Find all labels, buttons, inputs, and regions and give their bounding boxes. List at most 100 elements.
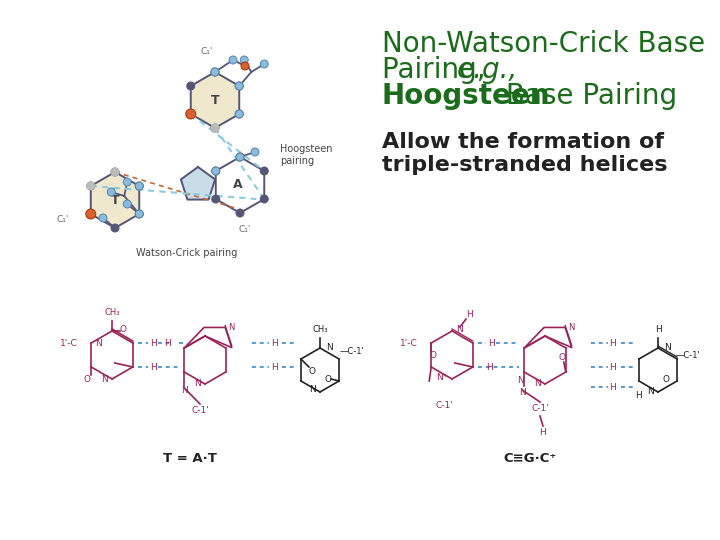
Circle shape: [86, 210, 95, 218]
Text: T: T: [211, 93, 220, 106]
Circle shape: [123, 200, 131, 208]
Text: H: H: [609, 339, 616, 348]
Circle shape: [135, 182, 143, 190]
Text: Allow the formation of: Allow the formation of: [382, 132, 664, 152]
Text: N: N: [181, 386, 188, 395]
Circle shape: [111, 224, 119, 232]
Text: Base Pairing: Base Pairing: [497, 82, 677, 110]
Text: Hoogsteen: Hoogsteen: [382, 82, 551, 110]
Text: H: H: [636, 391, 642, 400]
Circle shape: [235, 82, 243, 90]
Circle shape: [211, 68, 219, 76]
Polygon shape: [191, 72, 239, 128]
Circle shape: [236, 209, 244, 217]
Text: Non-Watson-Crick Base: Non-Watson-Crick Base: [382, 30, 705, 58]
Text: H: H: [466, 310, 473, 319]
Circle shape: [212, 195, 220, 203]
Text: N: N: [102, 375, 108, 383]
Circle shape: [135, 210, 143, 218]
Circle shape: [86, 182, 95, 190]
Text: —C-1': —C-1': [676, 352, 701, 361]
Polygon shape: [181, 167, 215, 200]
Text: T: T: [111, 193, 120, 206]
Circle shape: [135, 182, 143, 190]
Polygon shape: [91, 172, 139, 228]
Circle shape: [241, 62, 249, 70]
Circle shape: [123, 178, 131, 186]
Circle shape: [235, 110, 243, 118]
Circle shape: [99, 214, 107, 222]
Text: H: H: [150, 339, 157, 348]
Text: N: N: [647, 388, 654, 396]
Text: O: O: [84, 375, 91, 384]
Text: O: O: [558, 353, 565, 362]
Text: Hoogsteen
pairing: Hoogsteen pairing: [280, 144, 333, 166]
Text: H: H: [271, 339, 277, 348]
Circle shape: [212, 167, 220, 175]
Text: N: N: [194, 380, 201, 388]
Text: C-1': C-1': [435, 401, 453, 410]
Circle shape: [260, 60, 269, 68]
Circle shape: [236, 153, 244, 161]
Circle shape: [186, 109, 196, 119]
Text: C₁': C₁': [201, 47, 213, 56]
Text: O: O: [309, 367, 316, 376]
Text: 1'-C: 1'-C: [400, 339, 418, 348]
Circle shape: [260, 195, 269, 203]
Text: N⁺: N⁺: [436, 373, 448, 381]
Circle shape: [260, 167, 269, 175]
Circle shape: [211, 68, 219, 76]
Text: Watson-Crick pairing: Watson-Crick pairing: [136, 248, 238, 258]
Circle shape: [186, 82, 194, 90]
Text: H: H: [539, 428, 546, 437]
Text: N: N: [664, 343, 671, 353]
Text: H: H: [271, 362, 277, 372]
Circle shape: [107, 188, 115, 196]
Text: N: N: [519, 388, 526, 397]
Text: O: O: [324, 375, 331, 383]
Circle shape: [86, 182, 95, 190]
Text: H: H: [654, 325, 662, 334]
Circle shape: [86, 209, 96, 219]
Text: N: N: [95, 339, 102, 348]
Circle shape: [240, 56, 248, 64]
Text: O: O: [430, 351, 437, 360]
Circle shape: [211, 124, 219, 132]
Text: C≡G·C⁺: C≡G·C⁺: [503, 451, 557, 464]
Text: N: N: [228, 323, 235, 332]
Circle shape: [211, 124, 219, 132]
Text: C₁': C₁': [239, 225, 251, 234]
Text: —C-1': —C-1': [340, 348, 365, 356]
Circle shape: [111, 168, 119, 176]
Text: 1'-C: 1'-C: [60, 339, 78, 348]
Text: CH₃: CH₃: [312, 325, 328, 334]
Circle shape: [135, 210, 143, 218]
Text: H: H: [150, 362, 157, 372]
Text: T = A·T: T = A·T: [163, 451, 217, 464]
Text: H: H: [609, 362, 616, 372]
Text: A: A: [233, 179, 243, 192]
Circle shape: [251, 148, 259, 156]
Text: N: N: [568, 323, 575, 332]
Text: N: N: [534, 380, 541, 388]
Text: CH₃: CH₃: [104, 308, 120, 317]
Text: N: N: [310, 386, 316, 395]
Circle shape: [111, 168, 119, 176]
Text: C-1': C-1': [531, 404, 549, 413]
Circle shape: [229, 56, 237, 64]
Circle shape: [212, 167, 220, 175]
Circle shape: [236, 153, 244, 161]
Text: triple-stranded helices: triple-stranded helices: [382, 155, 667, 175]
Circle shape: [186, 110, 194, 118]
Text: N: N: [517, 376, 523, 385]
Circle shape: [235, 82, 243, 90]
Text: O: O: [662, 375, 669, 383]
Text: C₁': C₁': [57, 215, 69, 225]
Circle shape: [235, 110, 243, 118]
Text: H: H: [486, 362, 492, 372]
Text: e.g.,: e.g.,: [457, 56, 518, 84]
Text: H: H: [609, 382, 616, 392]
Text: H: H: [164, 339, 171, 348]
Text: Pairing,: Pairing,: [382, 56, 495, 84]
Text: C-1': C-1': [191, 406, 209, 415]
